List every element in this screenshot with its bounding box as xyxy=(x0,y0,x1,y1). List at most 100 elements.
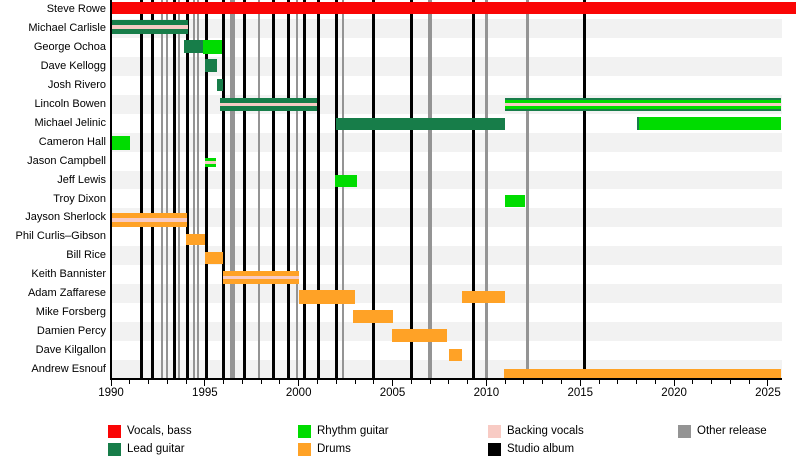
legend-swatch-rhythm-guitar xyxy=(298,425,311,438)
member-name-label: Dave Kellogg xyxy=(40,59,106,72)
axis-tick-label: 2015 xyxy=(567,387,594,399)
timeline-bar xyxy=(336,117,506,130)
other-release-line xyxy=(484,0,488,378)
row-stripe xyxy=(111,56,782,76)
timeline-bar xyxy=(111,2,797,14)
axis-tick-label: 1990 xyxy=(98,387,124,399)
axis-tick-label: 2010 xyxy=(473,387,500,399)
axis-minor-tick xyxy=(166,380,168,384)
bar-layer-lead-guitar xyxy=(111,29,188,35)
bar-layer-drums xyxy=(353,309,394,323)
axis-minor-tick xyxy=(542,380,544,384)
bar-layer-drums xyxy=(298,289,355,304)
member-name-label: Bill Rice xyxy=(66,249,106,262)
member-name-label: Dave Kilgallon xyxy=(35,344,106,357)
bar-layer-drums xyxy=(222,279,299,284)
timeline-bar xyxy=(204,252,224,265)
axis-minor-tick xyxy=(223,380,225,384)
studio-album-line xyxy=(372,0,376,378)
bar-layer-drums xyxy=(391,328,447,342)
other-release-line xyxy=(229,0,235,378)
axis-minor-tick xyxy=(617,380,619,384)
bar-layer-drums xyxy=(204,252,224,265)
other-release-line xyxy=(428,0,433,378)
bar-layer-drums xyxy=(448,348,462,361)
timeline-bar xyxy=(222,271,299,284)
axis-major-tick xyxy=(298,380,300,386)
axis-minor-tick xyxy=(711,380,713,384)
timeline-bar xyxy=(204,157,217,167)
bar-layer-rhythm-guitar xyxy=(335,175,357,188)
bar-layer-lead-guitar xyxy=(505,97,782,100)
axis-minor-tick xyxy=(373,380,375,384)
bar-layer-drums xyxy=(111,221,188,227)
row-stripe xyxy=(111,246,782,266)
legend-swatch-drums xyxy=(298,443,311,456)
axis-minor-tick xyxy=(448,380,450,384)
studio-album-line xyxy=(173,0,177,378)
bar-layer-lead-guitar xyxy=(336,117,506,130)
member-name-label: Damien Percy xyxy=(36,325,106,338)
axis-minor-tick xyxy=(748,380,750,384)
timeline-bar xyxy=(505,97,782,111)
timeline-bar xyxy=(353,309,394,323)
bar-layer-drums xyxy=(111,212,188,218)
legend-swatch-vocals-bass xyxy=(108,425,121,438)
y-axis-line xyxy=(110,0,112,379)
member-name-label: Phil Curlis–Gibson xyxy=(15,230,106,243)
bar-layer-backing-vocals xyxy=(204,160,217,164)
axis-major-tick xyxy=(485,380,487,386)
member-name-label: George Ochoa xyxy=(33,40,106,53)
timeline-bar xyxy=(186,233,205,245)
bar-layer-rhythm-guitar xyxy=(111,135,130,150)
bar-layer-backing-vocals xyxy=(222,276,299,279)
axis-major-tick xyxy=(579,380,581,386)
axis-minor-tick xyxy=(279,380,281,384)
axis-major-tick xyxy=(673,380,675,386)
bar-layer-backing-vocals xyxy=(111,217,188,222)
axis-minor-tick xyxy=(316,380,318,384)
row-stripe xyxy=(111,170,782,190)
legend-label: Other release xyxy=(697,425,767,437)
other-release-line xyxy=(166,0,169,378)
axis-minor-tick xyxy=(335,380,337,384)
other-release-line xyxy=(526,0,530,378)
member-name-label: Cameron Hall xyxy=(38,135,106,148)
studio-album-line xyxy=(286,0,290,378)
axis-minor-tick xyxy=(504,380,506,384)
timeline-bar xyxy=(184,40,204,53)
legend-swatch-studio-album xyxy=(488,443,501,456)
studio-album-line xyxy=(334,0,338,378)
axis-minor-tick xyxy=(429,380,431,384)
row-stripe xyxy=(111,132,782,152)
bar-layer-lead-guitar xyxy=(219,105,318,111)
legend-label: Studio album xyxy=(507,443,575,455)
axis-minor-tick xyxy=(129,380,131,384)
row-stripe xyxy=(111,208,782,228)
bar-layer-drums xyxy=(461,290,506,303)
axis-minor-tick xyxy=(241,380,243,384)
axis-minor-tick xyxy=(354,380,356,384)
member-name-label: Keith Bannister xyxy=(31,268,106,281)
timeline-bar xyxy=(216,79,223,91)
timeline-bar xyxy=(111,20,188,35)
axis-tick-label: 2005 xyxy=(379,387,406,399)
studio-album-line xyxy=(222,0,226,378)
axis-minor-tick xyxy=(654,380,656,384)
axis-tick-label: 1995 xyxy=(192,387,218,399)
member-name-label: Jayson Sherlock xyxy=(25,211,106,224)
legend-label: Vocals, bass xyxy=(127,425,192,437)
bar-layer-lead-guitar xyxy=(204,59,217,73)
bar-left-edge-lead-guitar xyxy=(636,117,639,130)
timeline-bar xyxy=(203,39,223,54)
member-name-label: Steve Rowe xyxy=(46,3,106,15)
timeline-bar xyxy=(448,348,462,361)
member-name-label: Mike Forsberg xyxy=(35,306,106,319)
member-name-label: Josh Rivero xyxy=(47,78,106,91)
axis-minor-tick xyxy=(410,380,412,384)
studio-album-line xyxy=(139,0,143,378)
timeline-bar xyxy=(636,117,782,130)
member-name-label: Troy Dixon xyxy=(53,192,106,205)
timeline-bar xyxy=(111,212,188,227)
